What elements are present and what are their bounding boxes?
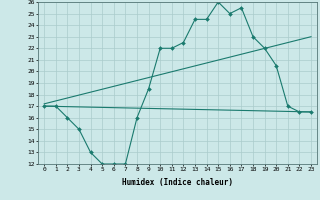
X-axis label: Humidex (Indice chaleur): Humidex (Indice chaleur) <box>122 178 233 187</box>
